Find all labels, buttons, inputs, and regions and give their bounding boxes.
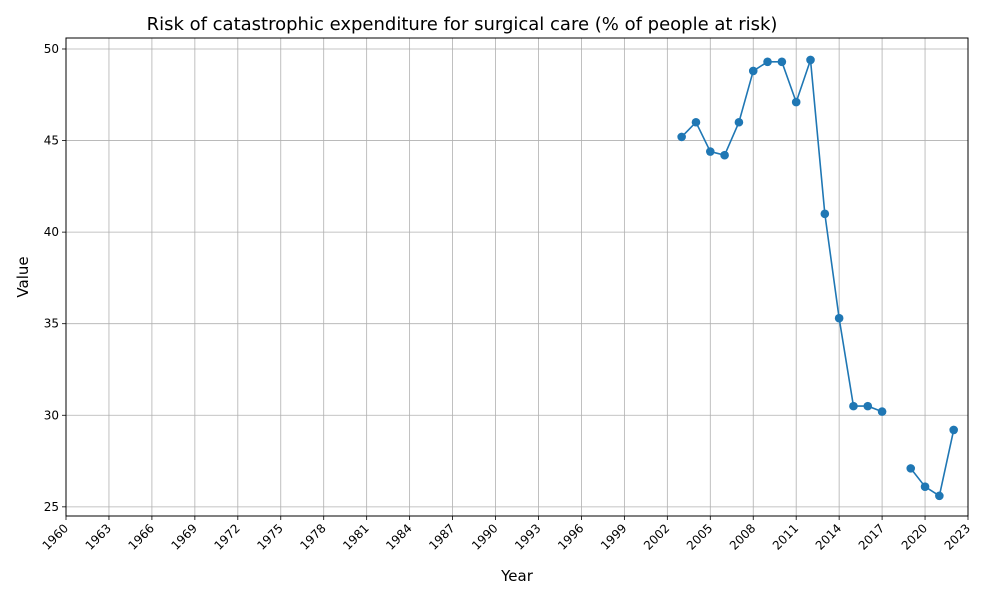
data-point [791,97,801,107]
y-axis-label: Value [14,256,32,297]
data-point [863,401,873,411]
y-axis-ticks: 25 30 35 40 45 50 [44,42,66,514]
data-point [691,117,701,127]
y-tick-label: 40 [44,225,59,239]
y-tick-label: 30 [44,408,59,422]
data-point [677,132,686,142]
y-tick-label: 35 [44,317,59,331]
data-point [806,55,815,65]
grid-lines [65,38,969,516]
data-point [734,117,744,127]
plot-frame [65,37,969,517]
x-axis-label: Year [500,567,534,585]
data-point [949,425,958,435]
y-tick-label: 50 [44,42,59,56]
data-point [877,407,887,416]
data-point [920,482,930,491]
data-point [763,57,772,67]
data-point [820,209,830,219]
y-tick-label: 45 [44,134,59,148]
data-point [834,313,844,323]
data-point [748,66,758,76]
data-point [849,401,858,411]
data-point [720,150,729,160]
data-point [777,57,787,67]
series-layer [677,55,958,501]
y-tick-label: 25 [44,500,59,514]
data-point [705,147,715,156]
data-point [935,491,944,501]
data-point [906,464,916,473]
series-line [910,429,955,498]
chart-title: Risk of catastrophic expenditure for sur… [147,14,778,35]
